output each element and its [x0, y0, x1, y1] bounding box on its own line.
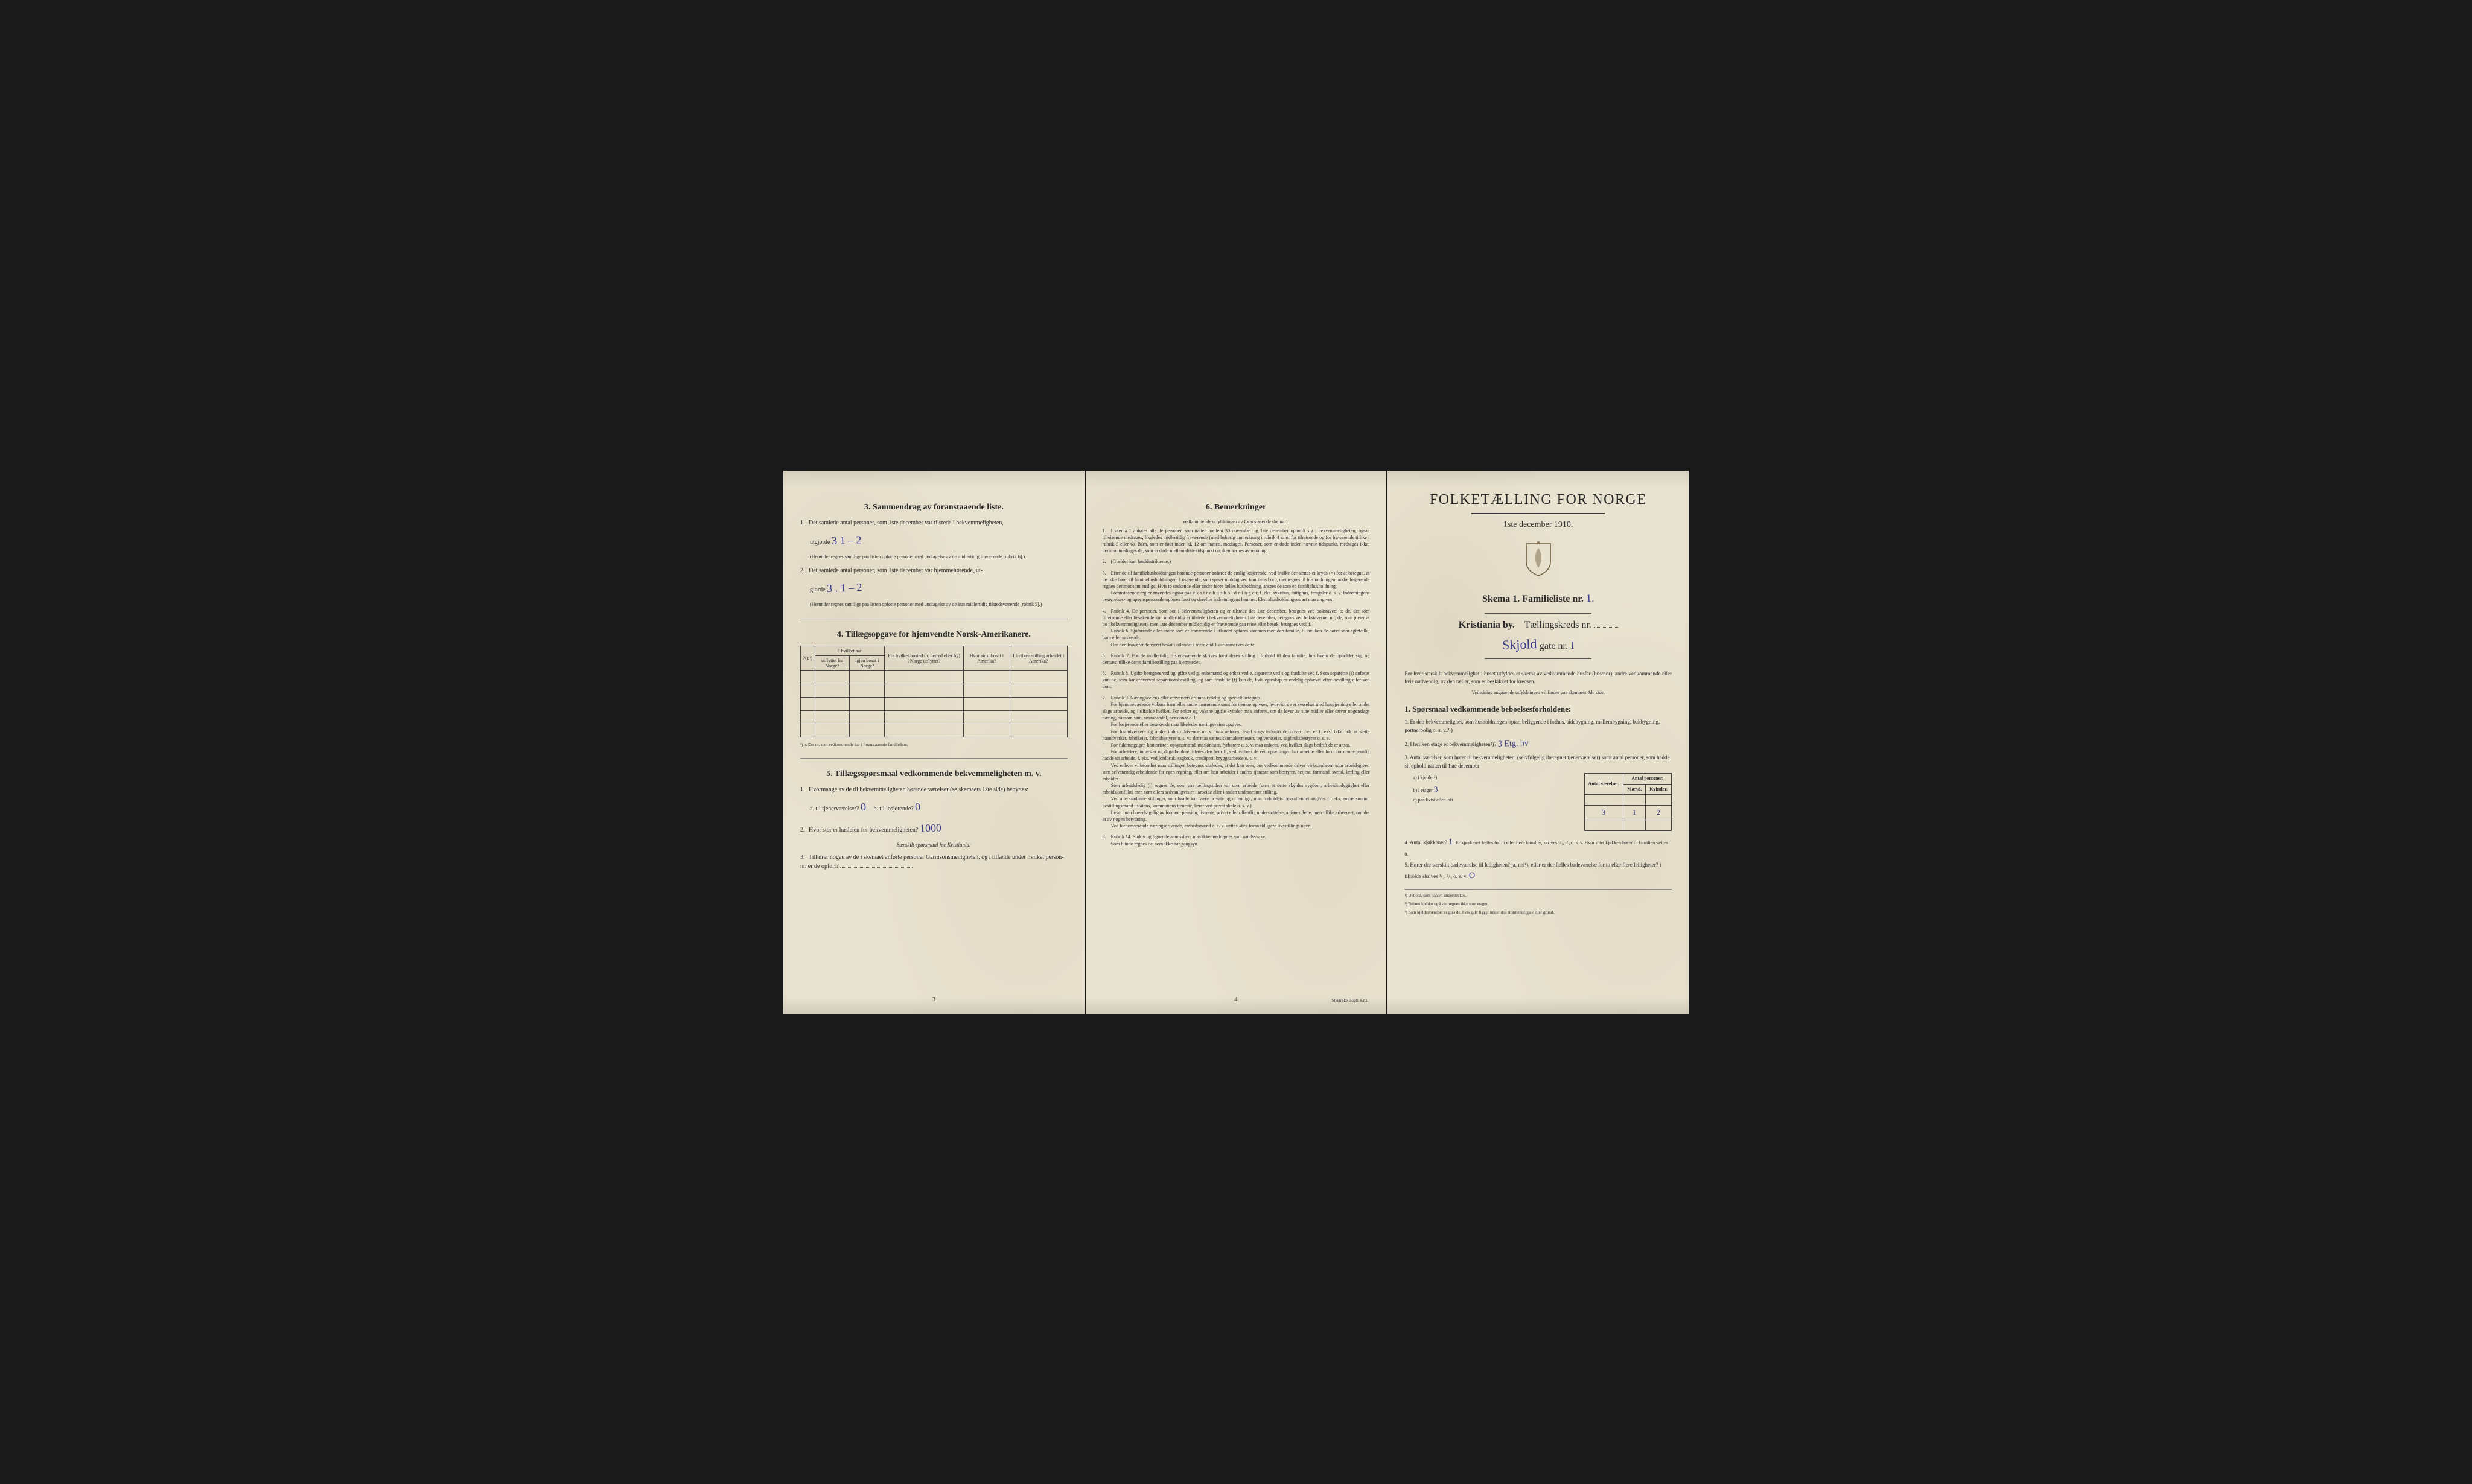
- q3-1: 1.Det samlede antal personer, som 1ste d…: [800, 518, 1068, 527]
- table-row: [801, 670, 1068, 684]
- s1-q5: 5. Hører der særskilt badeværelse til le…: [1404, 861, 1672, 883]
- bemerkning-item: 6.Rubrik 8. Ugifte betegnes ved ug, gift…: [1103, 670, 1370, 690]
- col-year-group: I hvilket aar: [815, 646, 885, 655]
- intro-text: For hver særskilt bekvemmelighet i huset…: [1404, 670, 1672, 686]
- col-bosted: Fra hvilket bosted (ɔ: herred eller by) …: [885, 646, 964, 670]
- section-4-footnote: ¹) ɔ: Det nr. som vedkommende har i fora…: [800, 742, 1068, 747]
- city-line: Kristiania by. Tællingskreds nr.: [1404, 620, 1672, 631]
- q3-2-note: (Herunder regnes samtlige paa listen opf…: [800, 601, 1068, 608]
- page-3: 3. Sammendrag av foranstaaende liste. 1.…: [783, 471, 1085, 1014]
- mt-h1: Antal værelser.: [1584, 773, 1623, 795]
- hw-street: Skjold: [1502, 636, 1537, 653]
- col-nr: Nr.¹): [801, 646, 815, 670]
- s1-heading: 1. Spørsmaal vedkommende beboelsesforhol…: [1404, 704, 1672, 714]
- q3-2-answer: gjorde 3 . 1 – 2: [800, 580, 1068, 596]
- table-row: [1584, 795, 1672, 806]
- q3-1-answer: utgjorde 3 1 – 2: [800, 532, 1068, 549]
- footnote-3: ³) Som kjelderværelser regnes de, hvis g…: [1404, 910, 1672, 915]
- norsk-amerikanere-table: Nr.¹) I hvilket aar Fra hvilket bosted (…: [800, 646, 1068, 737]
- hw-losjerende: 0: [915, 799, 921, 815]
- hw-husleie: 1000: [919, 820, 941, 836]
- hw-present-count: 3 1 – 2: [831, 532, 861, 549]
- section-5-heading: 5. Tillægsspørsmaal vedkommende bekvemme…: [800, 769, 1068, 779]
- q3-1-note: (Herunder regnes samtlige paa listen opf…: [800, 553, 1068, 560]
- section-6-sub: vedkommende utfyldningen av foranstaaend…: [1103, 518, 1370, 525]
- hw-resident-count: 3 . 1 – 2: [827, 579, 862, 597]
- bemerkninger-list: 1.I skema 1 anføres alle de personer, so…: [1103, 527, 1370, 847]
- q5-2: 2.Hvor stor er husleien for bekvemmeligh…: [800, 820, 1068, 836]
- mt-h2b: Kvinder.: [1646, 784, 1672, 795]
- hw-kjokken: 1: [1448, 836, 1453, 850]
- skema-line: Skema 1. Familieliste nr. 1.: [1404, 592, 1672, 605]
- bemerkning-item: 2.(Gjælder kun landdistrikterne.): [1103, 558, 1370, 565]
- bemerkning-item: 5.Rubrik 7. For de midlertidig tilstedev…: [1103, 652, 1370, 666]
- s1-q4: 4. Antal kjøkkener? 1 Er kjøkkenet fælle…: [1404, 836, 1672, 858]
- bemerkning-item: 4.Rubrik 4. De personer, som bor i bekve…: [1103, 608, 1370, 648]
- section-6-heading: 6. Bemerkninger: [1103, 503, 1370, 512]
- table-row: [801, 724, 1068, 737]
- hw-bad: O: [1468, 870, 1475, 884]
- table-row: [801, 697, 1068, 710]
- printer-credit: Steen'ske Bogtr. Kr.a.: [1332, 998, 1369, 1003]
- hw-street-num: I: [1570, 639, 1575, 651]
- hw-tjener: 0: [860, 799, 866, 815]
- main-title: FOLKETÆLLING FOR NORGE: [1404, 492, 1672, 508]
- mt-h2a: Mænd.: [1623, 784, 1646, 795]
- footnote-1: ¹) Det ord, som passer, understrekes.: [1404, 893, 1672, 898]
- intro-note: Veiledning angaaende utfyldningen vil fi…: [1404, 689, 1672, 696]
- q5-1ab: a. til tjenerværelser? 0 b. til losjeren…: [800, 799, 1068, 815]
- table-row: [1584, 820, 1672, 831]
- s1-q3: 3. Antal værelser, som hører til bekvemm…: [1404, 753, 1672, 771]
- census-document: 3. Sammendrag av foranstaaende liste. 1.…: [783, 471, 1689, 1014]
- page-4: 6. Bemerkninger vedkommende utfyldningen…: [1086, 471, 1387, 1014]
- s1-q1: 1. Er den bekvemmelighet, som husholdnin…: [1404, 718, 1672, 735]
- hw-familieliste-nr: 1.: [1585, 591, 1594, 604]
- q3-2: 2.Det samlede antal personer, som 1ste d…: [800, 566, 1068, 575]
- bemerkning-item: 8.Rubrik 14. Sinker og lignende aandsslø…: [1103, 833, 1370, 847]
- census-date: 1ste december 1910.: [1404, 520, 1672, 530]
- table-row: 3 1 2: [1584, 806, 1672, 820]
- q5-3: 3.Tilhører nogen av de i skemaet anførte…: [800, 853, 1068, 871]
- rooms-persons-table: Antal værelser. Antal personer. Mænd. Kv…: [1584, 773, 1672, 831]
- page-cover: FOLKETÆLLING FOR NORGE 1ste december 191…: [1387, 471, 1689, 1014]
- col-amerika: Hvor sidst bosat i Amerika?: [963, 646, 1010, 670]
- section-4-heading: 4. Tillægsopgave for hjemvendte Norsk-Am…: [800, 630, 1068, 640]
- bemerkning-item: 7.Rubrik 9. Næringsveiens eller erhverve…: [1103, 695, 1370, 830]
- col-stilling: I hvilken stilling arbeidet i Amerika?: [1010, 646, 1067, 670]
- hw-etage: 3 Etg. hv: [1497, 737, 1529, 751]
- address-line: Skjold gate nr. I: [1404, 637, 1672, 652]
- bemerkning-item: 3.Efter de til familiehusholdningen høre…: [1103, 570, 1370, 603]
- col-utflyttet: utflyttet fra Norge?: [815, 655, 850, 670]
- s1-q2: 2. I hvilken etage er bekvemmeligheten²)…: [1404, 737, 1672, 751]
- section-3-heading: 3. Sammendrag av foranstaaende liste.: [800, 503, 1068, 512]
- col-bosat: igjen bosat i Norge?: [850, 655, 885, 670]
- bemerkning-item: 1.I skema 1 anføres alle de personer, so…: [1103, 527, 1370, 555]
- questions-block: 1. Er den bekvemmelighet, som husholdnin…: [1404, 718, 1672, 883]
- page-number: 3: [783, 996, 1085, 1003]
- table-row: [801, 684, 1068, 697]
- coat-of-arms-icon: [1404, 541, 1672, 584]
- footnote-2: ²) Beboet kjelder og kvist regnes ikke s…: [1404, 902, 1672, 906]
- q5-1: 1.Hvormange av de til bekvemmeligheten h…: [800, 785, 1068, 794]
- hw-etager-count: 3: [1433, 783, 1438, 795]
- mt-h2: Antal personer.: [1623, 773, 1672, 784]
- table-row: [801, 710, 1068, 724]
- kristiania-subheading: Særskilt spørsmaal for Kristiania:: [800, 841, 1068, 849]
